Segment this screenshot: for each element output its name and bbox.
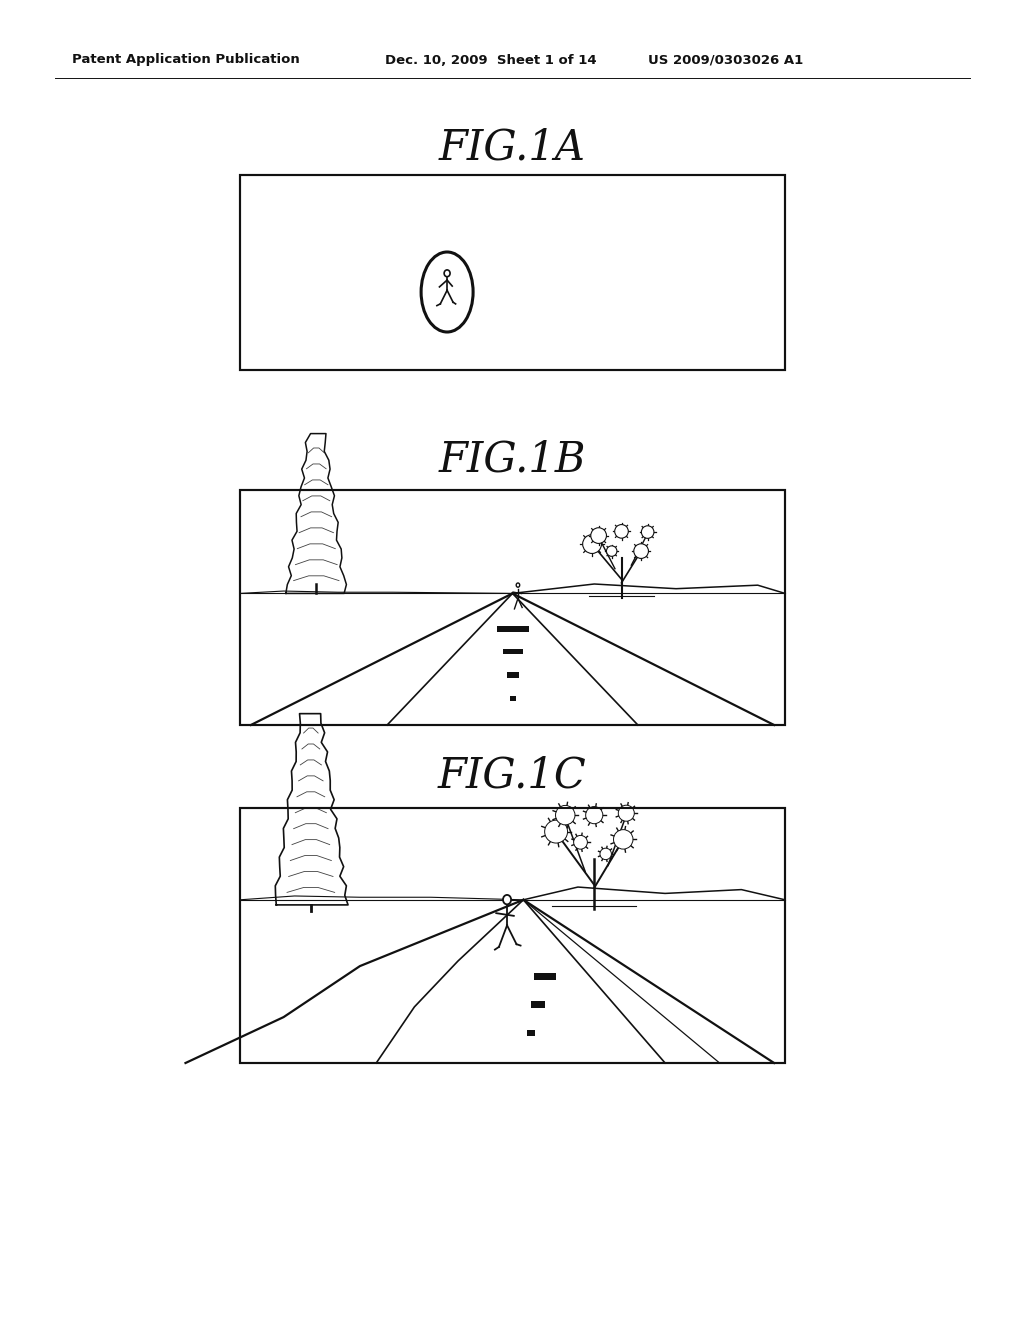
Ellipse shape <box>634 544 648 558</box>
Bar <box>527 1031 536 1036</box>
Text: FIG.1B: FIG.1B <box>438 440 586 480</box>
Bar <box>240 808 785 1063</box>
Ellipse shape <box>618 805 634 821</box>
Bar <box>240 490 785 725</box>
Ellipse shape <box>591 528 606 544</box>
Ellipse shape <box>614 524 629 539</box>
Bar <box>510 696 515 701</box>
Ellipse shape <box>586 807 603 824</box>
Text: US 2009/0303026 A1: US 2009/0303026 A1 <box>648 54 803 66</box>
Text: Dec. 10, 2009  Sheet 1 of 14: Dec. 10, 2009 Sheet 1 of 14 <box>385 54 597 66</box>
Bar <box>240 176 785 370</box>
Ellipse shape <box>641 525 654 539</box>
Ellipse shape <box>444 269 451 277</box>
Ellipse shape <box>600 849 611 859</box>
Bar <box>503 648 522 653</box>
Text: FIG.1A: FIG.1A <box>438 127 586 169</box>
Ellipse shape <box>516 583 520 587</box>
Ellipse shape <box>503 895 511 904</box>
Bar <box>507 672 518 677</box>
Bar <box>240 490 785 725</box>
Ellipse shape <box>573 836 588 849</box>
Bar <box>240 808 785 1063</box>
Bar <box>531 1001 546 1007</box>
Ellipse shape <box>583 535 601 553</box>
Ellipse shape <box>556 805 575 825</box>
Bar <box>535 973 556 979</box>
Ellipse shape <box>613 830 633 849</box>
Bar <box>240 176 785 370</box>
Ellipse shape <box>421 252 473 333</box>
Text: FIG.1C: FIG.1C <box>437 754 587 796</box>
Bar <box>497 626 528 631</box>
Text: Patent Application Publication: Patent Application Publication <box>72 54 300 66</box>
Ellipse shape <box>606 546 616 556</box>
Ellipse shape <box>545 820 567 843</box>
